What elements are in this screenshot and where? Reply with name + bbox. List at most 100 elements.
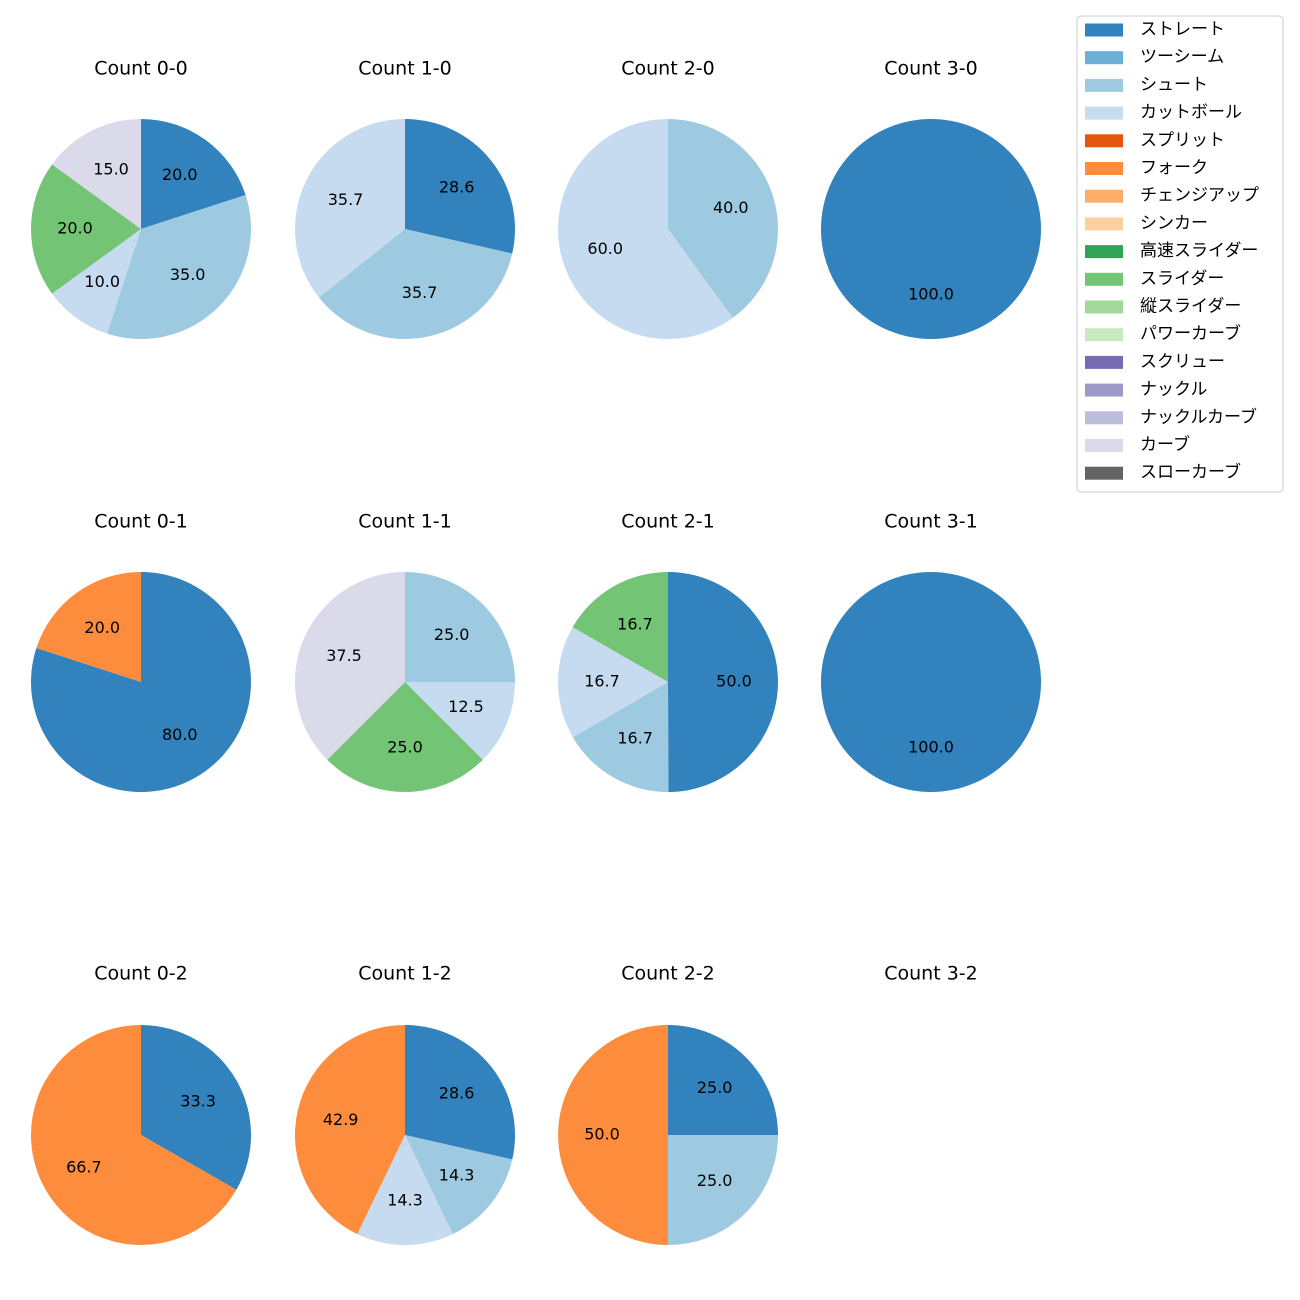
slice-label: 16.7 — [617, 614, 653, 633]
legend-label: カーブ — [1140, 434, 1190, 455]
pie-slice — [668, 572, 778, 792]
slice-label: 25.0 — [434, 625, 470, 644]
legend-item: カーブ — [1085, 434, 1190, 455]
slice-label: 80.0 — [162, 725, 198, 744]
slice-label: 37.5 — [326, 646, 362, 665]
pie-slice — [572, 572, 668, 682]
pie-slice — [52, 119, 141, 229]
pie-slice — [52, 229, 141, 334]
pie-slice — [821, 119, 1041, 339]
pie-slice — [295, 1025, 405, 1235]
legend-item: 高速スライダー — [1085, 241, 1258, 261]
pie-title: Count 2-1 — [621, 511, 715, 533]
pie-slice — [405, 1135, 513, 1235]
legend-swatch — [1085, 217, 1123, 231]
pie-panel: Count 0-1 80.0 20.0 — [30, 511, 252, 792]
legend-swatch — [1085, 106, 1123, 120]
legend-swatch — [1085, 355, 1123, 369]
slice-label: 20.0 — [57, 219, 93, 238]
legend-item: 縦スライダー — [1085, 297, 1241, 317]
pie-title: Count 3-0 — [884, 58, 978, 80]
pie-slice — [327, 682, 483, 792]
slice-label: 14.3 — [439, 1166, 475, 1185]
pie-panel: Count 0-2 33.3 66.7 — [30, 963, 251, 1245]
pie-slice — [668, 1025, 778, 1135]
slice-label: 14.3 — [387, 1191, 423, 1210]
pie-panel: Count 3-0 100.0 — [821, 58, 1041, 339]
legend-item: ナックルカーブ — [1085, 406, 1257, 427]
legend-swatch — [1085, 189, 1123, 203]
pie-slice — [30, 164, 141, 294]
pie-panel: Count 2-2 25.0 25.0 50.0 — [558, 963, 778, 1245]
pie-slice — [572, 682, 669, 792]
legend-swatch — [1085, 466, 1123, 480]
pie-title: Count 1-2 — [358, 963, 452, 985]
legend-item: スプリット — [1085, 130, 1225, 150]
slice-label: 25.0 — [387, 738, 423, 757]
pie-panel: Count 1-0 28.6 35.7 35.7 — [295, 58, 515, 339]
pie-panel: Count 3-1 100.0 — [821, 511, 1041, 792]
pie-slice — [318, 229, 513, 339]
slice-label: 40.0 — [713, 198, 749, 217]
legend-label: シンカー — [1140, 213, 1208, 233]
slice-label: 60.0 — [587, 239, 623, 258]
legend-label: スローカーブ — [1140, 462, 1241, 483]
slice-label: 66.7 — [66, 1158, 102, 1177]
legend-label: スライダー — [1140, 269, 1224, 289]
pie-title: Count 0-2 — [94, 963, 188, 985]
pie-slice — [107, 195, 251, 339]
slice-label: 100.0 — [908, 738, 954, 757]
pie-panels: Count 0-0 20.0 35.0 10.0 20.0 15.0 Count 1-0 28… — [30, 58, 1041, 1245]
legend-swatch — [1085, 245, 1123, 259]
pie-slice — [141, 1025, 251, 1190]
slice-label: 35.0 — [170, 265, 206, 284]
legend-swatch — [1085, 383, 1123, 397]
pie-slice — [141, 119, 246, 229]
pie-panel: Count 2-1 50.0 16.7 16.7 16.7 — [558, 511, 778, 792]
slice-label: 20.0 — [84, 618, 120, 637]
legend-swatch — [1085, 439, 1123, 452]
legend-swatch — [1085, 23, 1123, 37]
slice-label: 25.0 — [697, 1171, 733, 1190]
legend-label: フォーク — [1140, 158, 1208, 178]
legend-item: ストレート — [1085, 20, 1225, 40]
slice-label: 28.6 — [439, 177, 475, 196]
legend-swatch — [1085, 78, 1123, 92]
legend-label: ナックル — [1140, 380, 1208, 400]
legend-label: パワーカーブ — [1140, 323, 1241, 344]
slice-label: 25.0 — [697, 1078, 733, 1097]
legend-item: チェンジアップ — [1085, 186, 1259, 206]
pie-slice — [558, 1025, 668, 1245]
slice-label: 100.0 — [908, 285, 954, 304]
legend-label: チェンジアップ — [1140, 186, 1259, 206]
legend-label: ナックルカーブ — [1140, 406, 1257, 427]
slice-label: 16.7 — [584, 672, 620, 691]
legend-item: スローカーブ — [1085, 462, 1241, 483]
slice-label: 12.5 — [448, 697, 484, 716]
slice-label: 20.0 — [162, 165, 198, 184]
legend-item: シンカー — [1085, 213, 1208, 233]
slice-label: 35.7 — [402, 283, 438, 302]
legend-swatch — [1085, 411, 1123, 425]
legend-swatch — [1085, 328, 1123, 342]
pie-panel: Count 1-1 25.0 12.5 25.0 37.5 — [295, 511, 515, 792]
legend-frame — [1076, 15, 1284, 493]
pie-slice — [295, 572, 405, 760]
slice-label: 35.7 — [328, 190, 364, 209]
legend-swatch — [1085, 51, 1123, 65]
legend-label: ストレート — [1140, 20, 1225, 40]
pie-slice — [30, 1025, 237, 1245]
slice-label: 33.3 — [180, 1091, 216, 1110]
legend-item: ツーシーム — [1085, 47, 1224, 67]
legend-item: フォーク — [1085, 158, 1208, 178]
pie-title: Count 0-0 — [94, 58, 188, 80]
slice-label: 42.9 — [323, 1110, 359, 1129]
slice-label: 28.6 — [439, 1083, 475, 1102]
slice-label: 16.7 — [617, 729, 653, 748]
slice-label: 50.0 — [584, 1125, 620, 1144]
legend-label: スクリュー — [1140, 352, 1225, 372]
legend-item: シュート — [1085, 75, 1208, 95]
pie-slice — [405, 682, 515, 760]
pie-slice — [357, 1135, 453, 1245]
